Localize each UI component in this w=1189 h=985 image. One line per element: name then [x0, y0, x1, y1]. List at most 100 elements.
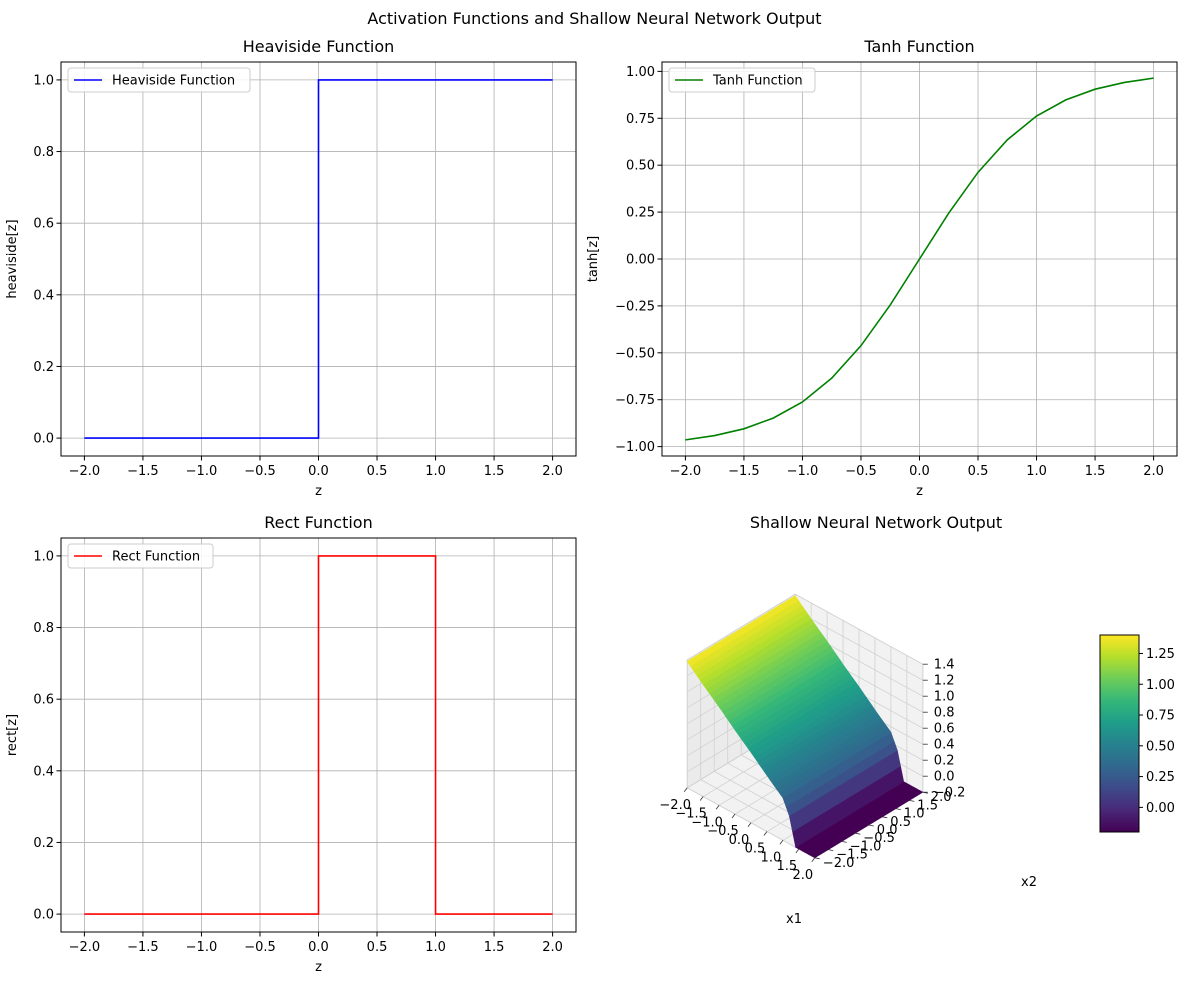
series-line — [84, 79, 553, 439]
x-tick-label: 0.0 — [308, 940, 329, 955]
x1-tick — [779, 840, 784, 845]
surface-strip — [686, 595, 799, 667]
y-tick-label: 0.4 — [33, 288, 54, 303]
z-tick-label: 0.0 — [934, 770, 955, 785]
pane-gridline — [795, 609, 923, 681]
y-axis-label: tanh[z] — [586, 236, 601, 283]
legend-label: Rect Function — [112, 550, 200, 565]
x1-tick — [731, 813, 736, 819]
x2-tick — [909, 800, 915, 802]
z-tick-label: 0.2 — [934, 754, 955, 769]
y-tick-label: 1.0 — [33, 73, 54, 88]
x-tick-label: 2.0 — [542, 464, 563, 479]
legend-box — [668, 67, 816, 93]
x1-tick-label: 0.0 — [729, 833, 750, 848]
rect-panel: −2.0 −1.5 −1.0 −0.5 0.0 0.5 1.0 1.5 2.0 0.0 0.2 0.4… — [5, 513, 577, 975]
y-tick-label: 0.8 — [33, 145, 54, 160]
y-tick-label: −0.50 — [615, 346, 655, 361]
y-tick-label: 0.75 — [626, 112, 655, 127]
x2-tick — [882, 816, 888, 819]
legend-label: Heaviside Function — [112, 74, 235, 89]
colorbar-tick-label: 1.25 — [1146, 647, 1175, 662]
x-tick-label: 0.5 — [367, 464, 388, 479]
axes-title: Rect Function — [264, 513, 372, 532]
z-tick-label: 1.4 — [934, 658, 955, 673]
x1-tick — [747, 822, 752, 828]
x-axis-label: z — [315, 960, 322, 975]
x-tick-label: 2.0 — [1143, 464, 1164, 479]
x-tick-label: 0.5 — [367, 940, 388, 955]
x1-tick — [715, 805, 720, 810]
z-tick-label: −0.2 — [934, 786, 966, 801]
x-tick-label: 1.5 — [484, 940, 505, 955]
colorbar-tick-label: 1.00 — [1146, 678, 1175, 693]
x-tick-label: 1.5 — [1085, 464, 1106, 479]
y-axis-label: heaviside[z] — [5, 219, 20, 298]
z-tick-label: 0.4 — [934, 738, 955, 753]
pane-gridline — [795, 593, 923, 665]
y-tick-label: 0.00 — [626, 253, 655, 268]
x2-tick-label: 0.5 — [890, 815, 911, 830]
x-tick-label: −1.0 — [186, 464, 218, 479]
y-tick-label: 0.2 — [33, 836, 54, 851]
x-tick-label: 1.0 — [425, 464, 446, 479]
x-tick-label: −1.0 — [186, 940, 218, 955]
x-tick-label: −2.0 — [670, 464, 702, 479]
series-line — [84, 555, 553, 915]
figure-suptitle: Activation Functions and Shallow Neural … — [367, 9, 821, 28]
y-tick-label: 0.2 — [33, 360, 54, 375]
y-tick-label: −0.75 — [615, 393, 655, 408]
z-tick-label: 1.0 — [934, 690, 955, 705]
z-tick-label: 1.2 — [934, 674, 955, 689]
x-tick-label: 1.5 — [484, 464, 505, 479]
x-tick-label: 1.0 — [1026, 464, 1047, 479]
tanh-panel: −2.0 −1.5 −1.0 −0.5 0.0 0.5 1.0 1.5 2.0 −1.00 −0.7… — [586, 37, 1178, 499]
y-tick-label: 1.00 — [626, 65, 655, 80]
axes-title: Tanh Function — [863, 37, 974, 56]
x-tick-label: −1.5 — [127, 464, 159, 479]
y-tick-label: 0.8 — [33, 621, 54, 636]
pane-gridline — [686, 593, 796, 661]
x-tick-label: 0.5 — [968, 464, 989, 479]
axes-title: Shallow Neural Network Output — [750, 513, 1002, 532]
x2-tick — [841, 841, 847, 843]
y-tick-label: 0.6 — [33, 217, 54, 232]
x1-tick — [763, 831, 768, 836]
heaviside-panel: −2.0 −1.5 −1.0 −0.5 0.0 0.5 1.0 1.5 2.0 0.0 0.2 0.4… — [5, 37, 577, 499]
x1-tick — [811, 857, 816, 863]
x2-tick-label: 0.0 — [877, 823, 898, 838]
surface-panel: Shallow Neural Network Output−2.0−1.5−1.… — [659, 513, 1175, 927]
axes-title: Heaviside Function — [243, 37, 395, 56]
x-tick-label: 0.0 — [909, 464, 930, 479]
colorbar-tick-label: 0.75 — [1146, 709, 1175, 724]
series-line — [685, 77, 1154, 441]
y-tick-label: 0.25 — [626, 206, 655, 221]
x-tick-label: −0.5 — [244, 464, 276, 479]
colorbar-tick-label: 0.50 — [1146, 739, 1175, 754]
x1-tick-label: −2.0 — [659, 798, 691, 813]
y-tick-label: 0.50 — [626, 159, 655, 174]
z-tick-label: 0.8 — [934, 706, 955, 721]
x2-tick — [814, 857, 820, 860]
x1-tick-label: −1.0 — [691, 815, 723, 830]
x-tick-label: −0.5 — [244, 940, 276, 955]
x1-tick — [683, 787, 688, 793]
x2-tick — [828, 849, 834, 851]
x2-tick — [868, 824, 874, 827]
legend-label: Tanh Function — [712, 74, 803, 89]
x1-tick — [795, 848, 800, 854]
x-tick-label: −0.5 — [845, 464, 877, 479]
y-tick-label: −0.25 — [615, 299, 655, 314]
x2-tick-label: 1.5 — [917, 798, 938, 813]
x-tick-label: 2.0 — [542, 940, 563, 955]
legend-box — [67, 543, 214, 569]
x-tick-label: −1.5 — [728, 464, 760, 479]
x-tick-label: −1.5 — [127, 940, 159, 955]
y-tick-label: −1.00 — [615, 440, 655, 455]
legend-box — [67, 67, 251, 93]
x-axis-label: z — [916, 484, 923, 499]
z-tick-label: 0.6 — [934, 722, 955, 737]
x2-tick-label: −1.0 — [850, 839, 882, 854]
x2-tick-label: 1.0 — [904, 807, 925, 822]
